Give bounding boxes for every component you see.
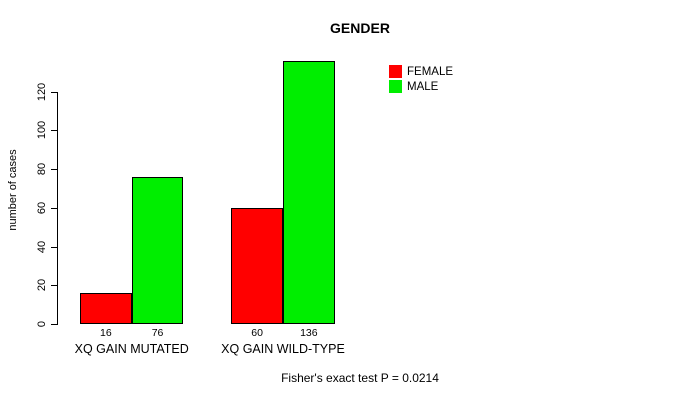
bar-value-label: 76 xyxy=(151,327,164,339)
legend: FEMALE MALE xyxy=(389,64,453,94)
legend-item-female: FEMALE xyxy=(389,64,453,79)
fisher-test-annotation: Fisher's exact test P = 0.0214 xyxy=(281,371,439,385)
category-label: XQ GAIN WILD-TYPE xyxy=(221,342,345,356)
y-tick-mark xyxy=(51,130,57,132)
y-tick-label: 80 xyxy=(36,162,48,176)
legend-label-female: FEMALE xyxy=(407,65,454,78)
y-axis-label: number of cases xyxy=(7,149,19,231)
bar-value-label: 60 xyxy=(251,327,263,339)
chart-title: GENDER xyxy=(330,20,390,36)
y-tick-label: 60 xyxy=(36,201,48,214)
legend-label-male: MALE xyxy=(407,80,439,93)
y-tick-label: 100 xyxy=(36,121,48,140)
bar-female-1 xyxy=(80,293,132,324)
y-tick-mark xyxy=(51,246,57,248)
y-tick-mark xyxy=(51,207,57,209)
male-color-swatch xyxy=(389,80,402,93)
y-tick-mark xyxy=(51,324,57,325)
y-axis-line xyxy=(57,91,58,325)
y-tick-mark xyxy=(51,169,57,171)
bar-value-label: 16 xyxy=(100,327,112,339)
bar-male-2 xyxy=(283,61,335,324)
y-tick-mark xyxy=(51,91,57,93)
y-tick-mark xyxy=(51,285,57,287)
y-tick-label: 120 xyxy=(36,82,48,101)
y-tick-label: 0 xyxy=(36,320,48,328)
legend-item-male: MALE xyxy=(389,79,453,94)
bar-value-label: 136 xyxy=(300,327,318,339)
bar-male-1 xyxy=(131,177,184,324)
bar-female-2 xyxy=(231,208,283,324)
female-color-swatch xyxy=(389,65,402,78)
y-tick-label: 20 xyxy=(36,279,48,292)
category-label: XQ GAIN MUTATED xyxy=(74,342,189,356)
y-tick-label: 40 xyxy=(36,240,48,253)
